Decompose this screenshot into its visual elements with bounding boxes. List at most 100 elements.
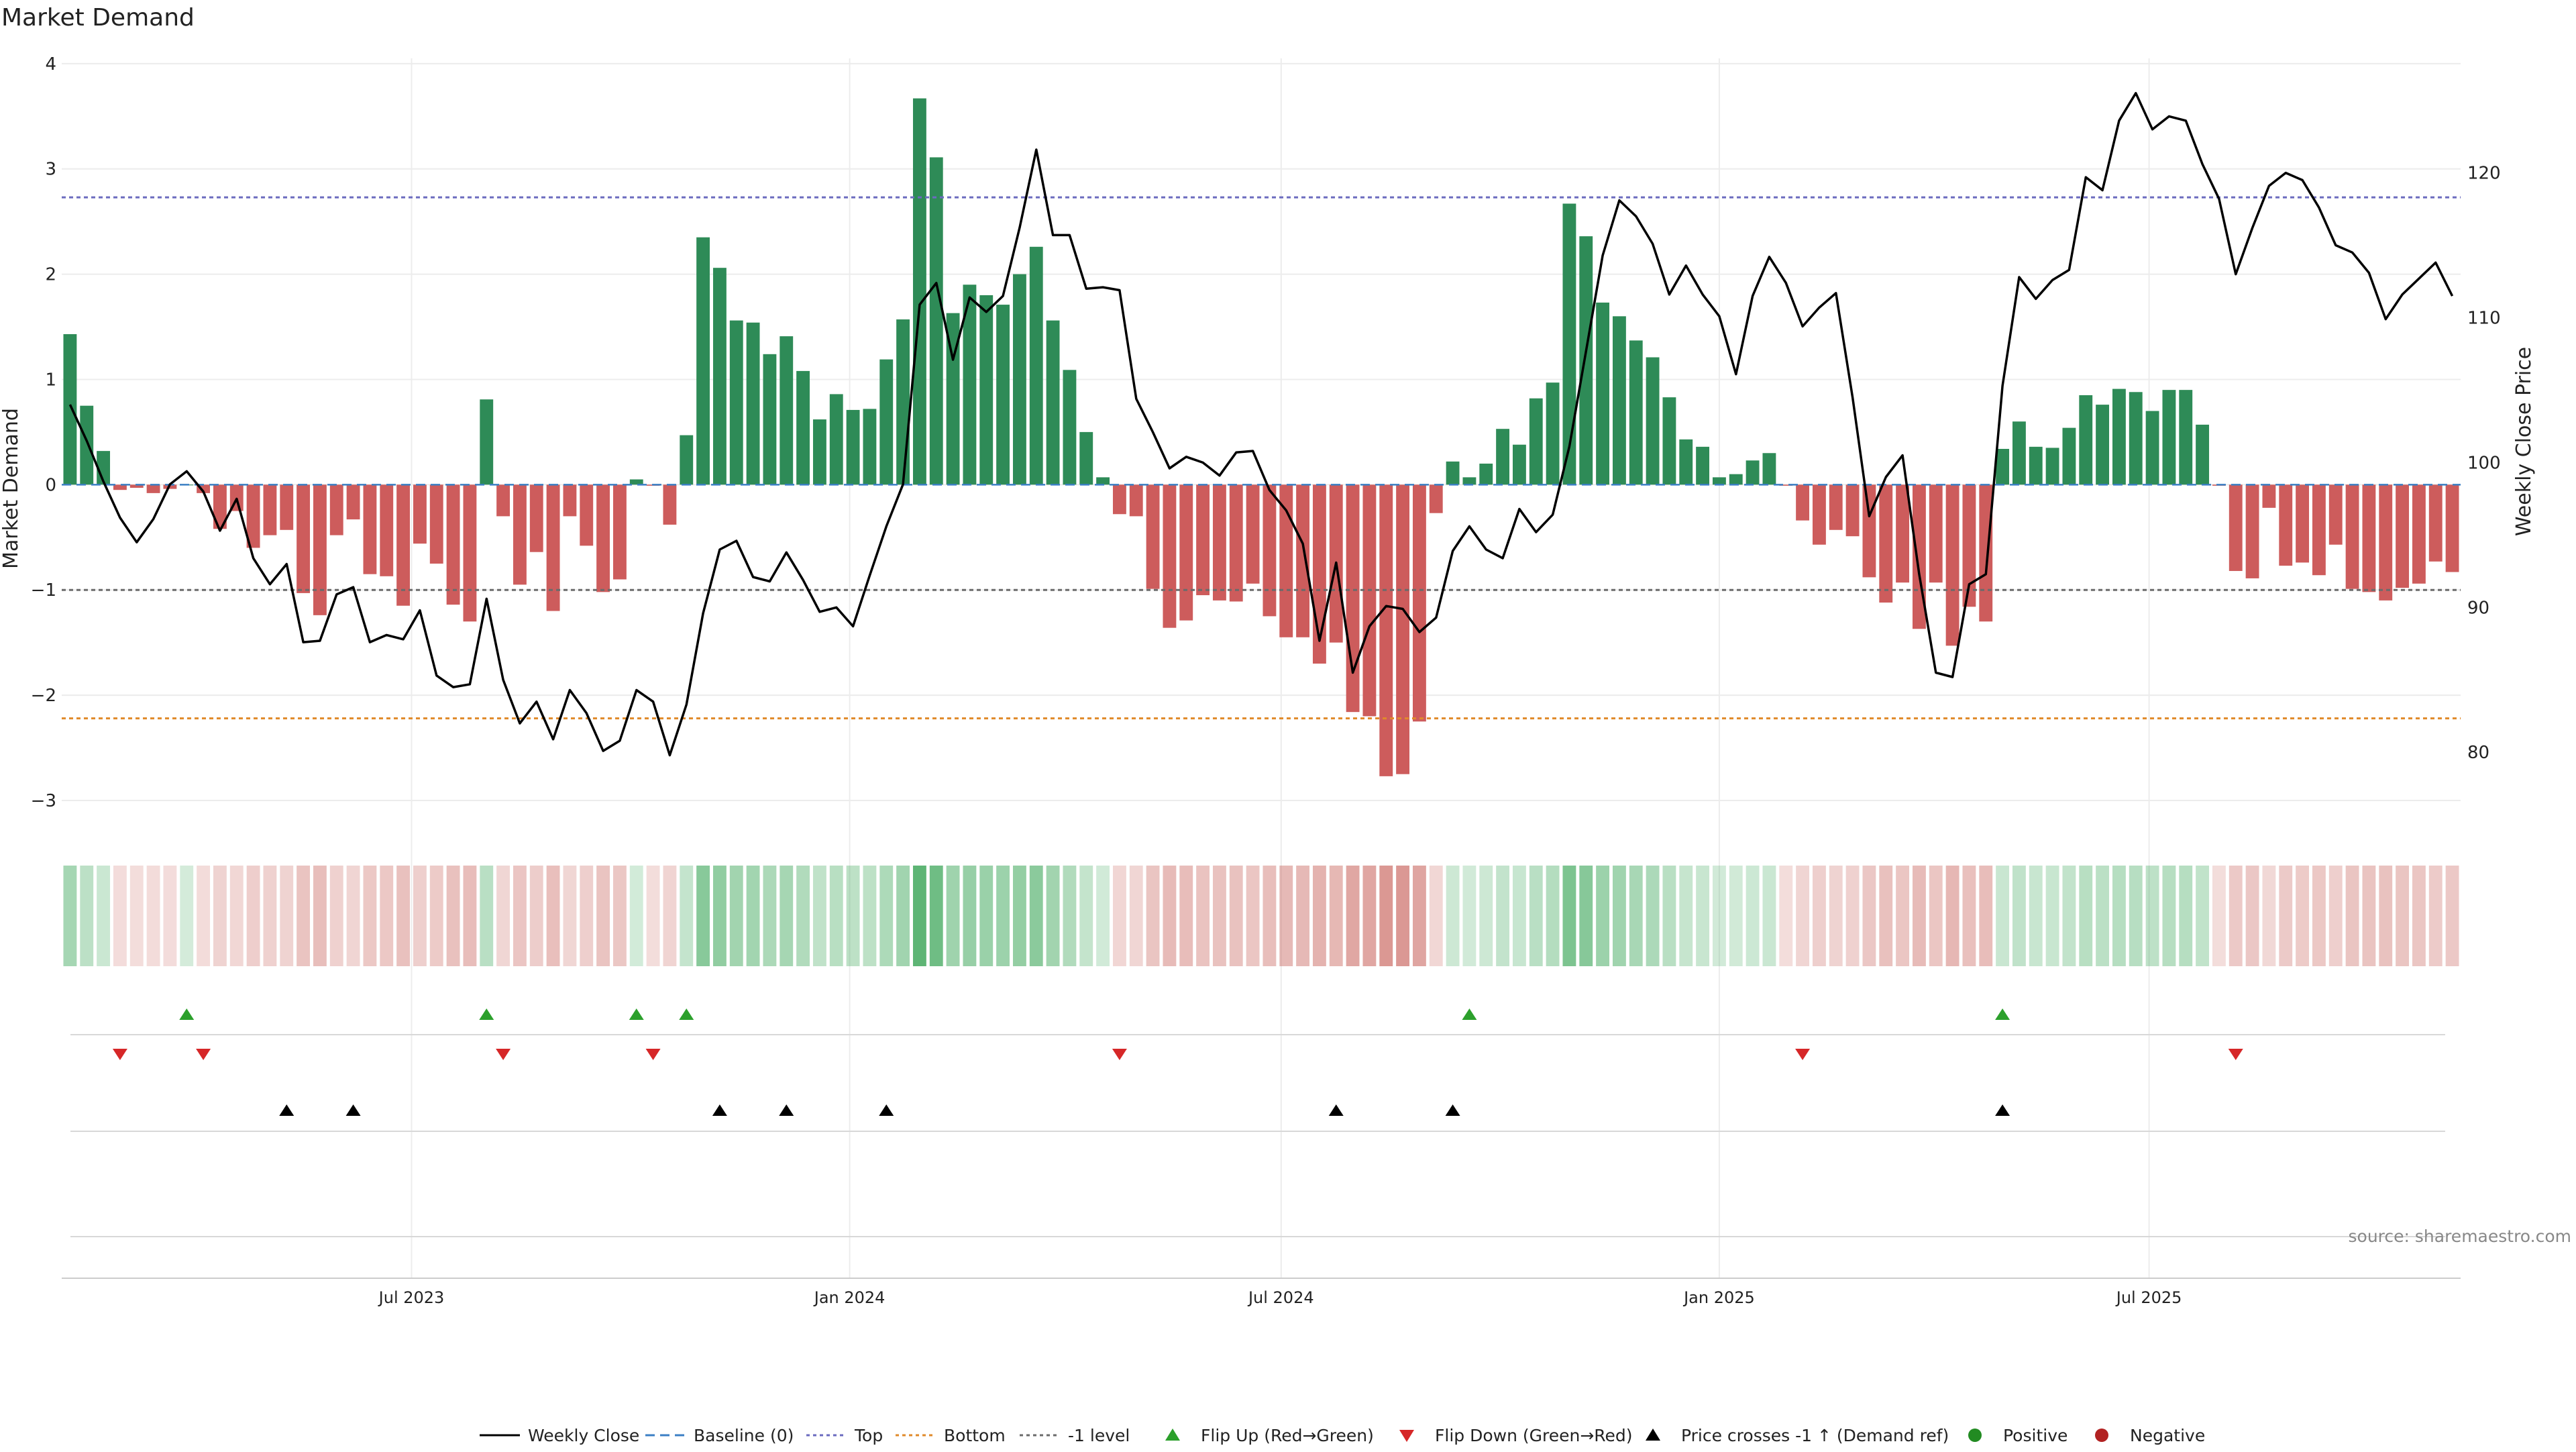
flip-down-marker: [2228, 1049, 2243, 1060]
heat-cell: [1312, 866, 1326, 966]
heat-cell: [1579, 866, 1593, 966]
demand-bar: [1112, 484, 1126, 515]
demand-bar: [1579, 236, 1593, 485]
demand-bar: [2012, 421, 2026, 485]
heat-cell: [1212, 866, 1226, 966]
demand-bar: [129, 484, 144, 488]
heat-cell: [746, 866, 760, 966]
x-tick-label: Jan 2025: [1682, 1288, 1755, 1307]
legend: Weekly Close Baseline (0) Top Bottom -1 leve…: [480, 1426, 2205, 1445]
demand-bar: [829, 394, 843, 485]
demand-bar: [879, 359, 894, 485]
heat-cell: [1329, 866, 1343, 966]
flip-down-marker: [645, 1049, 661, 1060]
demand-bar: [513, 484, 527, 585]
demand-bar: [1746, 460, 1760, 485]
demand-bar: [2262, 484, 2276, 508]
demand-bar: [612, 484, 627, 580]
heat-cell: [2245, 866, 2259, 966]
demand-bar: [1496, 429, 1510, 485]
heat-cell: [1012, 866, 1026, 966]
heat-cell: [979, 866, 994, 966]
heat-cell: [1945, 866, 1960, 966]
demand-bar: [80, 405, 94, 485]
heat-cell: [2112, 866, 2126, 966]
demand-bar: [429, 484, 443, 564]
flip-up-marker: [179, 1008, 195, 1020]
demand-bar: [1196, 484, 1210, 596]
demand-bar: [1362, 484, 1377, 717]
demand-bar: [1046, 320, 1060, 485]
price-cross-marker: [279, 1104, 294, 1116]
demand-bars: [63, 98, 2459, 776]
demand-bar: [1229, 484, 1243, 602]
demand-bar: [2445, 484, 2459, 572]
heat-cell: [2012, 866, 2026, 966]
heat-cell: [596, 866, 610, 966]
demand-bar: [2179, 390, 2193, 485]
demand-bar: [1012, 274, 1026, 485]
demand-bar: [1696, 446, 1710, 485]
demand-bar: [563, 484, 577, 517]
heat-cell: [1512, 866, 1526, 966]
legend-label: Bottom: [944, 1426, 1006, 1445]
heat-cell: [796, 866, 810, 966]
legend-label: Positive: [2003, 1426, 2068, 1445]
demand-bar: [1212, 484, 1226, 601]
legend-swatch: [2095, 1429, 2108, 1442]
legend-label: Negative: [2130, 1426, 2205, 1445]
heat-cell: [113, 866, 127, 966]
heat-cell: [1246, 866, 1260, 966]
demand-bar: [1029, 246, 1043, 485]
demand-bar: [1996, 448, 2010, 485]
heat-cell: [1429, 866, 1443, 966]
heat-cell: [446, 866, 460, 966]
x-tick-label: Jul 2024: [1247, 1288, 1314, 1307]
heat-cell: [529, 866, 543, 966]
demand-bar: [1146, 484, 1160, 589]
heat-cell: [1112, 866, 1126, 966]
heat-cell: [580, 866, 594, 966]
heat-cell: [2262, 866, 2276, 966]
reference-lines: [62, 196, 2461, 720]
flip-up-marker: [1462, 1008, 1477, 1020]
heat-cell: [1046, 866, 1060, 966]
heat-cell: [1562, 866, 1576, 966]
heat-cell: [912, 866, 926, 966]
demand-bar: [1812, 484, 1826, 545]
flip-up-marker: [1995, 1008, 2010, 1020]
demand-bar: [446, 484, 460, 605]
demand-bar: [2428, 484, 2443, 562]
heat-cell: [213, 866, 227, 966]
heat-cell: [563, 866, 577, 966]
heat-cell: [2096, 866, 2110, 966]
demand-bar: [2112, 388, 2126, 485]
heat-cell: [946, 866, 960, 966]
flip-down-marker: [1112, 1049, 1127, 1060]
source-note: source: sharemaestro.com: [2349, 1227, 2572, 1246]
demand-bar: [2062, 427, 2076, 485]
price-cross-marker: [345, 1104, 361, 1116]
demand-bar: [380, 484, 394, 576]
heat-cell: [1612, 866, 1626, 966]
demand-bar: [680, 435, 694, 485]
heat-cell: [1263, 866, 1277, 966]
heat-cell: [1163, 866, 1177, 966]
demand-bar: [846, 409, 860, 485]
heat-cell: [2312, 866, 2326, 966]
demand-bar: [1962, 484, 1976, 607]
demand-bar: [979, 295, 994, 485]
legend-label: Weekly Close: [528, 1426, 639, 1445]
demand-bar: [1079, 431, 1093, 485]
demand-heat-strip: [63, 866, 2459, 966]
heat-cell: [2162, 866, 2176, 966]
heat-cell: [996, 866, 1010, 966]
price-cross-marker: [779, 1104, 794, 1116]
heat-cell: [63, 866, 77, 966]
heat-cell: [2212, 866, 2226, 966]
heat-cell: [712, 866, 727, 966]
heat-cell: [1929, 866, 1943, 966]
demand-bar: [2029, 446, 2043, 485]
demand-bar: [480, 399, 494, 485]
